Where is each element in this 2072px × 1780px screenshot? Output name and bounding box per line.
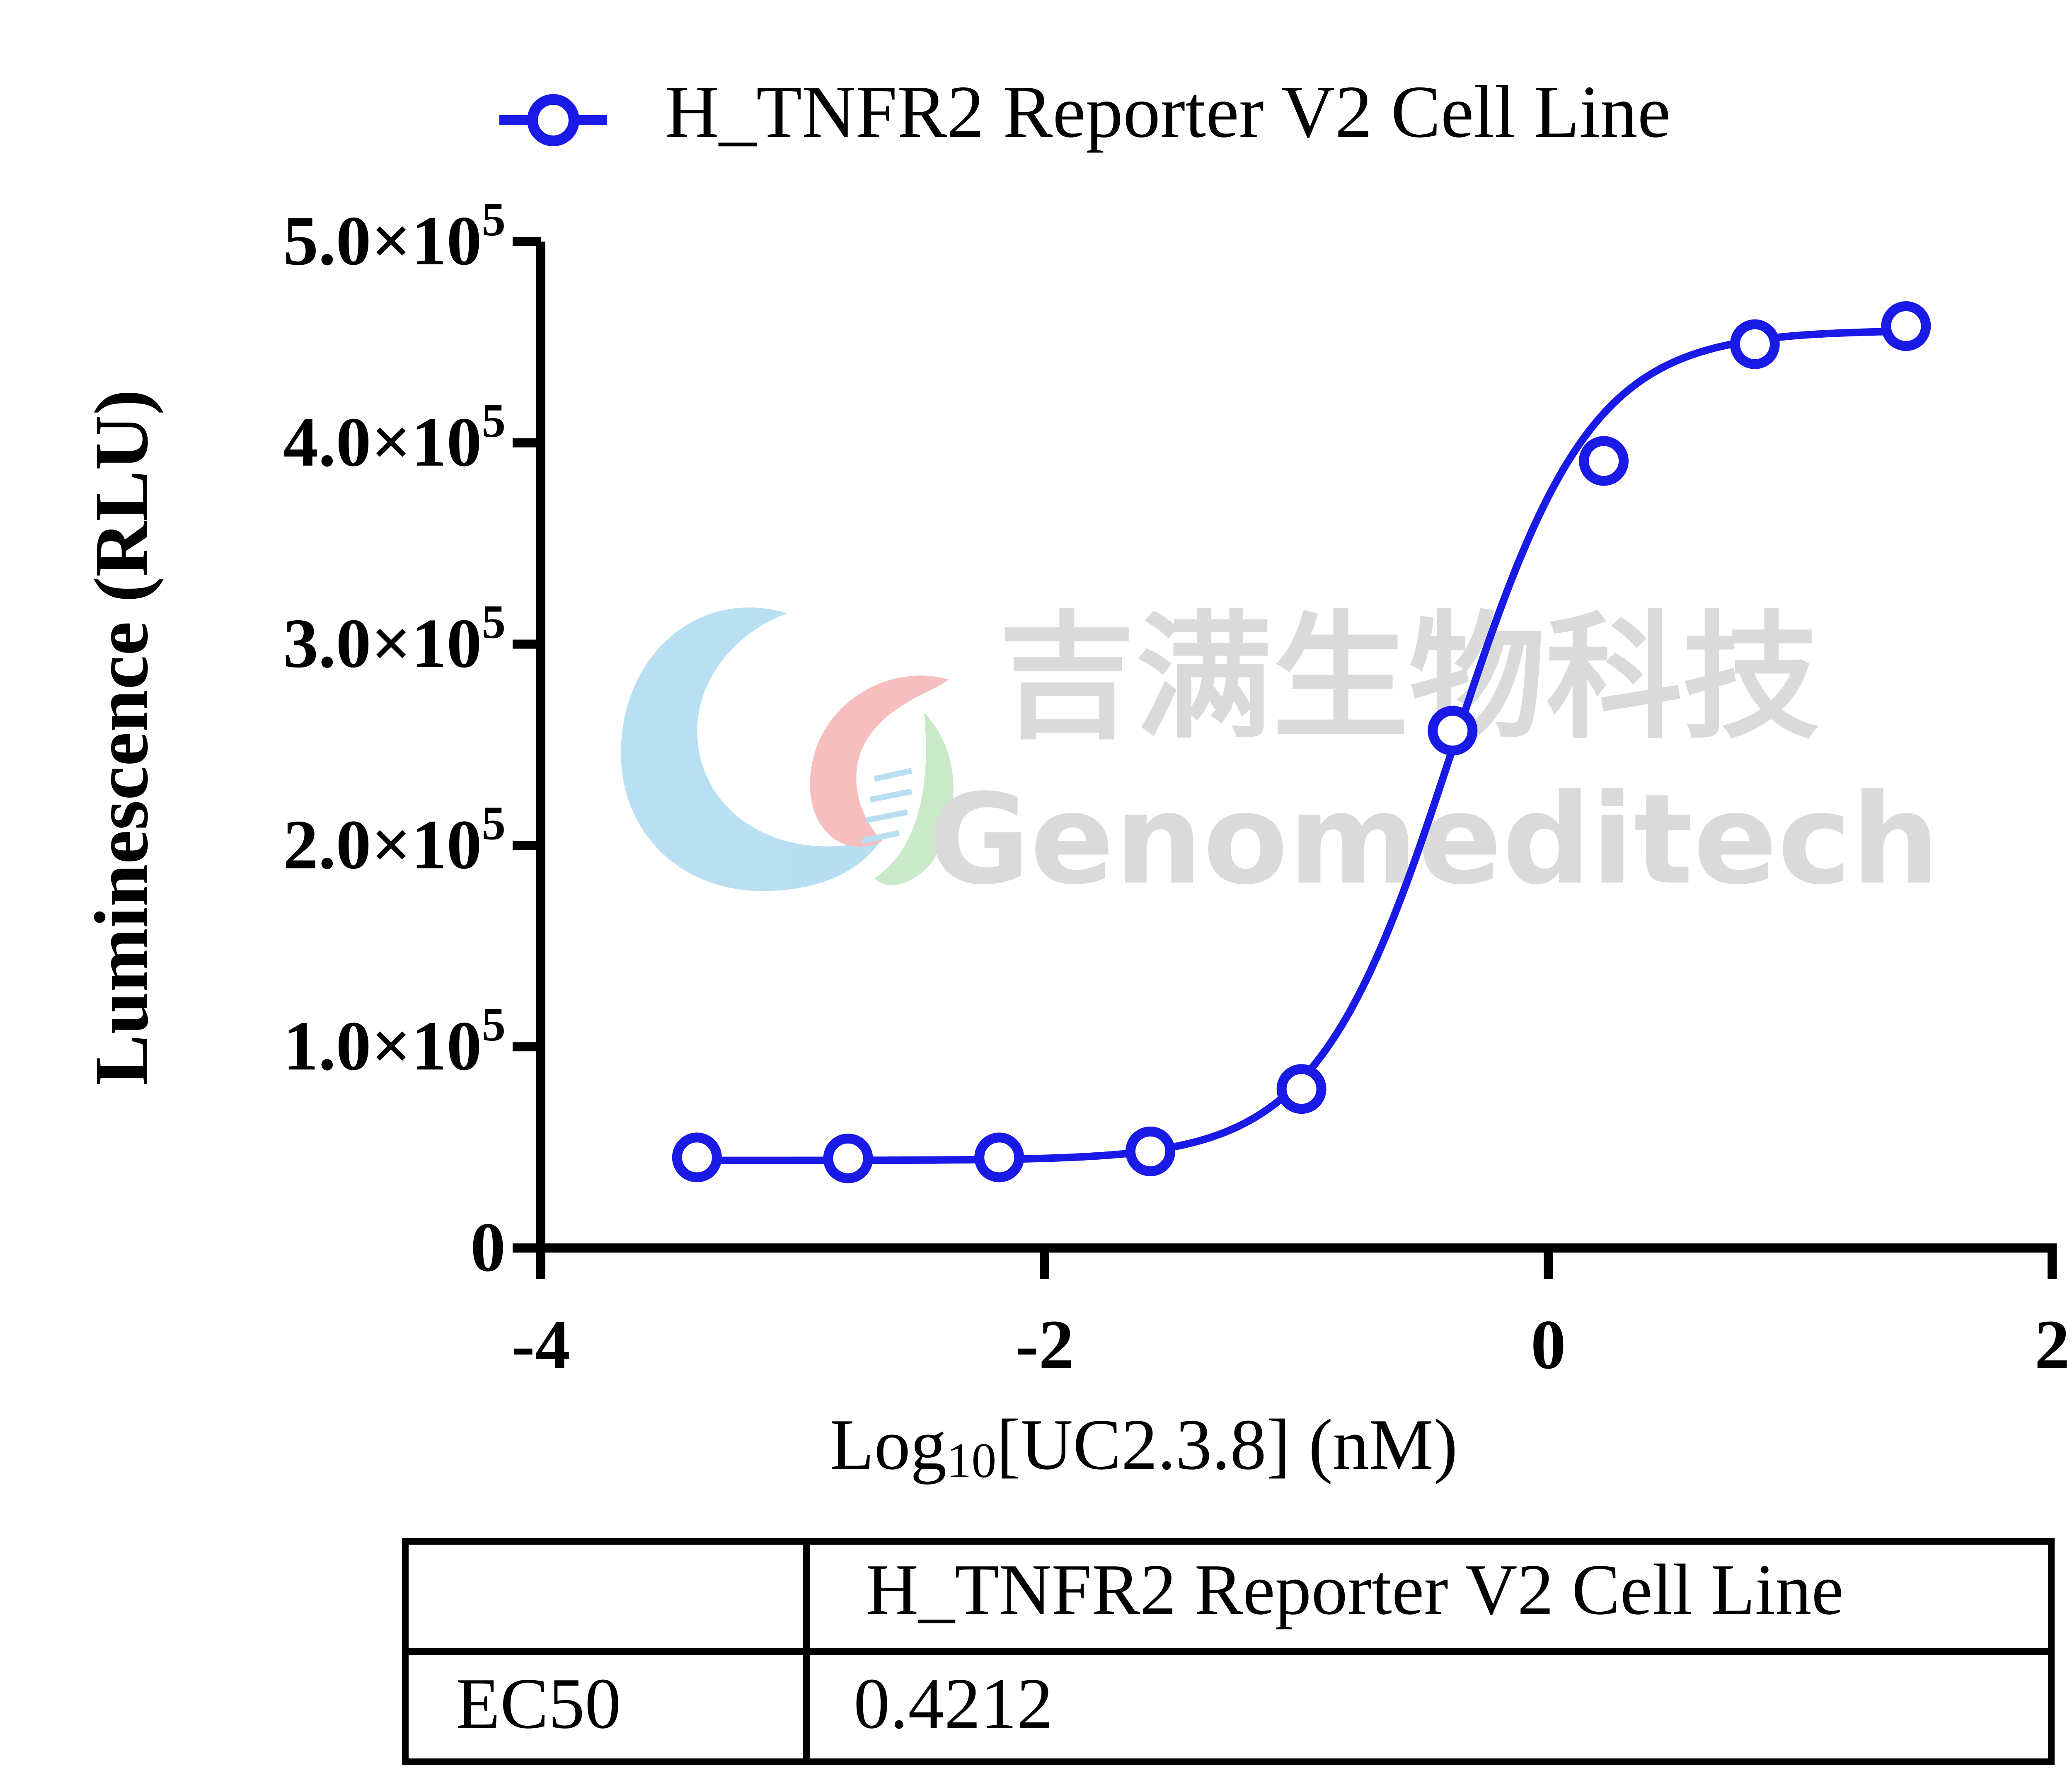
y-tick-label: 1.0×105 — [283, 998, 506, 1085]
data-point — [1881, 301, 1931, 351]
data-point — [1579, 436, 1629, 486]
legend-label: H_TNFR2 Reporter V2 Cell Line — [665, 70, 1670, 153]
table-row-label: EC50 — [456, 1663, 621, 1744]
plot-area: 0 1.0×105 2.0×105 3.0×105 4.0×105 5.0×105 -4 -2… — [283, 193, 2070, 1383]
y-tick-label: 5.0×105 — [283, 193, 506, 280]
x-tick-label: -4 — [511, 1306, 570, 1383]
y-tick-label: 0 — [470, 1208, 506, 1286]
table-header-cell-1: H_TNFR2 Reporter V2 Cell Line — [866, 1549, 1844, 1630]
data-point — [1730, 319, 1780, 369]
data-point — [672, 1132, 722, 1183]
y-tick-label: 3.0×105 — [283, 596, 506, 682]
y-axis-title: Luminescence (RLU) — [79, 389, 164, 1086]
watermark-chinese: 吉满生物科技 — [999, 598, 1819, 757]
x-axis-title: Log10[UC2.3.8] (nM) — [830, 1404, 1458, 1488]
legend: H_TNFR2 Reporter V2 Cell Line — [499, 70, 1670, 153]
table-row-value: 0.4212 — [854, 1663, 1053, 1744]
legend-marker — [527, 94, 579, 146]
y-tick-label: 2.0×105 — [283, 797, 506, 883]
results-table: H_TNFR2 Reporter V2 Cell Line EC50 0.421… — [402, 1538, 2055, 1765]
x-tick-label: -2 — [1015, 1306, 1074, 1383]
watermark: 吉满生物科技 Genomeditech — [621, 598, 1940, 912]
data-point — [974, 1132, 1024, 1183]
watermark-latin: Genomeditech — [928, 767, 1939, 912]
data-point — [1125, 1126, 1175, 1176]
x-tick-label: 2 — [2035, 1306, 2070, 1383]
x-tick-label: 0 — [1531, 1306, 1566, 1383]
data-point — [823, 1133, 873, 1183]
data-point — [1428, 706, 1478, 756]
data-point — [1276, 1064, 1326, 1114]
y-tick-label: 4.0×105 — [283, 394, 506, 481]
watermark-logo — [621, 607, 954, 891]
